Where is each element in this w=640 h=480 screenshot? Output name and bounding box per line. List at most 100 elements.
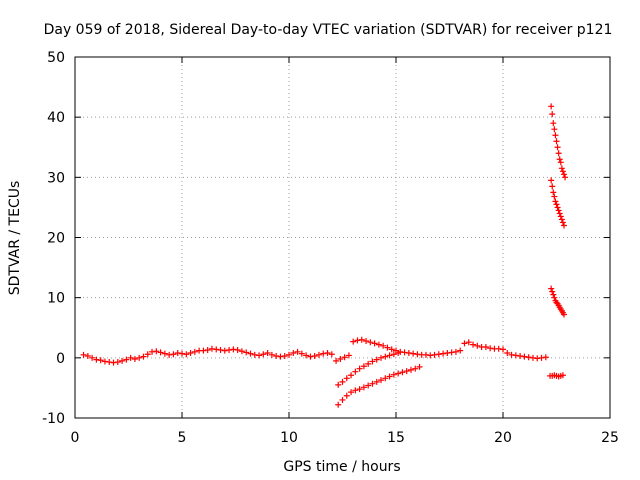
data-point bbox=[386, 373, 393, 380]
data-point bbox=[550, 291, 557, 298]
data-point bbox=[558, 216, 565, 223]
data-point bbox=[556, 156, 563, 163]
data-point bbox=[360, 363, 367, 370]
x-tick-label: 15 bbox=[387, 430, 405, 446]
data-point bbox=[552, 132, 559, 139]
data-point bbox=[487, 345, 494, 352]
data-point bbox=[264, 350, 271, 357]
x-tick-label: 0 bbox=[71, 430, 80, 446]
data-point bbox=[386, 352, 393, 359]
data-point bbox=[416, 363, 423, 370]
y-tick-label: -10 bbox=[42, 411, 65, 427]
data-point bbox=[350, 338, 357, 345]
data-point bbox=[550, 189, 557, 196]
data-point bbox=[187, 350, 194, 357]
data-point bbox=[554, 144, 561, 151]
data-point bbox=[97, 357, 104, 364]
data-point bbox=[328, 351, 335, 358]
x-axis-label: GPS time / hours bbox=[283, 459, 400, 475]
y-tick-label: 50 bbox=[47, 50, 65, 66]
data-point bbox=[395, 350, 402, 357]
data-point bbox=[360, 384, 367, 391]
data-point bbox=[552, 198, 559, 205]
data-point bbox=[444, 350, 451, 357]
series-late-arc-middle bbox=[548, 177, 567, 229]
data-point bbox=[517, 353, 524, 360]
data-point bbox=[127, 354, 134, 361]
data-point bbox=[84, 353, 91, 360]
data-point bbox=[277, 353, 284, 360]
data-point bbox=[256, 352, 263, 359]
y-tick-label: 40 bbox=[47, 110, 65, 126]
data-point bbox=[457, 347, 464, 354]
data-point bbox=[508, 351, 515, 358]
data-point bbox=[550, 120, 557, 127]
data-point bbox=[440, 350, 447, 357]
data-point bbox=[422, 351, 429, 358]
data-point bbox=[217, 347, 224, 354]
data-point bbox=[555, 207, 562, 214]
data-point bbox=[333, 357, 340, 364]
data-point bbox=[161, 350, 168, 357]
x-tick-label: 10 bbox=[280, 430, 298, 446]
data-point bbox=[470, 341, 477, 348]
x-axis-ticks: 0 5 10 15 20 25 bbox=[71, 57, 619, 446]
data-point bbox=[549, 111, 556, 118]
data-point bbox=[557, 213, 564, 220]
data-point bbox=[290, 350, 297, 357]
data-point bbox=[247, 350, 254, 357]
data-point bbox=[549, 183, 556, 190]
data-point bbox=[320, 350, 327, 357]
data-point bbox=[427, 352, 434, 359]
series-late-arc-low bbox=[548, 285, 567, 318]
data-point bbox=[358, 336, 365, 343]
series-main-band bbox=[80, 345, 335, 366]
data-point bbox=[234, 347, 241, 354]
data-point bbox=[136, 354, 143, 361]
y-tick-label: 30 bbox=[47, 170, 65, 186]
data-point bbox=[504, 350, 511, 357]
data-point bbox=[204, 347, 211, 354]
data-point bbox=[378, 354, 385, 361]
data-point bbox=[553, 201, 560, 208]
data-point bbox=[554, 204, 561, 211]
data-point bbox=[119, 357, 126, 364]
data-point bbox=[273, 353, 280, 360]
data-point bbox=[551, 294, 558, 301]
data-point bbox=[286, 351, 292, 358]
data-point bbox=[401, 349, 408, 356]
data-point bbox=[465, 339, 472, 346]
data-point bbox=[140, 353, 147, 360]
data-point bbox=[562, 174, 569, 181]
data-point bbox=[348, 389, 355, 396]
data-point bbox=[356, 386, 363, 393]
data-point bbox=[208, 345, 215, 352]
data-point bbox=[407, 366, 414, 373]
data-point bbox=[559, 372, 566, 379]
data-point bbox=[337, 356, 344, 363]
data-point bbox=[335, 381, 342, 388]
data-point bbox=[500, 346, 506, 353]
data-point bbox=[89, 354, 96, 361]
data-point bbox=[170, 351, 177, 358]
data-point bbox=[191, 348, 198, 355]
data-point bbox=[348, 372, 355, 379]
data-point bbox=[294, 348, 301, 355]
data-point bbox=[238, 348, 245, 355]
data-point bbox=[298, 350, 305, 357]
x-tick-label: 25 bbox=[601, 430, 619, 446]
data-point bbox=[106, 359, 113, 366]
data-point bbox=[149, 348, 156, 355]
data-point bbox=[153, 348, 160, 355]
data-point bbox=[382, 353, 389, 360]
data-point bbox=[556, 210, 563, 217]
data-point bbox=[93, 356, 100, 363]
data-point bbox=[251, 351, 258, 358]
data-point bbox=[534, 355, 541, 362]
data-point bbox=[553, 299, 560, 306]
data-point bbox=[373, 356, 380, 363]
data-point bbox=[373, 378, 380, 385]
x-tick-label: 5 bbox=[178, 430, 187, 446]
data-point bbox=[378, 377, 385, 384]
data-point bbox=[221, 347, 228, 354]
